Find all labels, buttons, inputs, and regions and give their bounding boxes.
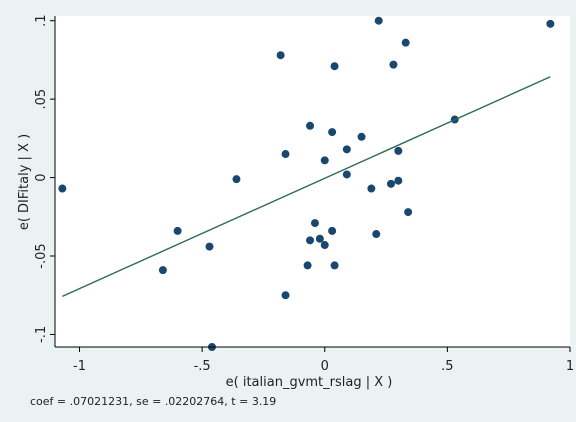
data-point-1 xyxy=(58,184,67,193)
data-point-11 xyxy=(306,121,315,130)
y-tick-label-2: -.05 xyxy=(34,243,49,268)
data-point-3 xyxy=(173,226,182,235)
y-ticks-layer: -.1 -.05 0 .05 .1 xyxy=(34,15,55,343)
data-point-17 xyxy=(328,128,337,137)
y-axis-title: e( DIFitaly | X ) xyxy=(17,134,32,230)
data-point-19 xyxy=(330,62,339,71)
x-tick-label-4: .5 xyxy=(441,359,453,374)
data-point-28 xyxy=(389,60,398,69)
data-point-27 xyxy=(386,179,395,188)
data-point-24 xyxy=(367,184,376,193)
data-point-21 xyxy=(342,145,351,154)
regression-note: coef = .07021231, se = .02202764, t = 3.… xyxy=(30,395,276,408)
y-tick-label-5: .1 xyxy=(34,15,49,27)
data-point-2 xyxy=(158,266,167,275)
y-tick-label-1: -.1 xyxy=(34,326,49,343)
data-point-26 xyxy=(374,16,383,25)
data-point-4 xyxy=(205,242,214,251)
data-point-15 xyxy=(320,156,329,165)
data-point-8 xyxy=(281,150,290,159)
data-point-30 xyxy=(394,176,403,185)
data-point-12 xyxy=(306,236,315,245)
data-point-6 xyxy=(232,175,241,184)
data-point-29 xyxy=(394,146,403,155)
plot-area xyxy=(55,16,570,347)
data-point-7 xyxy=(276,51,285,60)
y-tick-label-3: 0 xyxy=(34,173,49,181)
x-tick-label-2: -.5 xyxy=(194,359,211,374)
data-point-20 xyxy=(330,261,339,270)
data-point-16 xyxy=(320,241,329,250)
data-point-31 xyxy=(401,38,410,47)
x-axis-title: e( italian_gvmt_rslag | X ) xyxy=(226,375,393,390)
x-ticks-layer: -1 -.5 0 .5 1 xyxy=(73,347,574,374)
data-point-22 xyxy=(342,170,351,179)
data-point-9 xyxy=(281,291,290,300)
fit-line-layer xyxy=(62,76,551,297)
data-point-32 xyxy=(404,208,413,217)
x-tick-label-5: 1 xyxy=(566,359,574,374)
x-tick-label-3: 0 xyxy=(321,359,329,374)
x-tick-label-1: -1 xyxy=(73,359,86,374)
points-layer xyxy=(58,16,555,351)
data-point-10 xyxy=(303,261,312,270)
data-point-34 xyxy=(546,19,555,28)
data-point-14 xyxy=(315,234,324,243)
y-tick-label-4: .05 xyxy=(34,89,49,110)
data-point-23 xyxy=(357,132,366,141)
data-point-25 xyxy=(372,230,381,239)
fitted-regression-line xyxy=(62,76,551,297)
data-point-13 xyxy=(310,219,319,228)
data-point-18 xyxy=(328,226,337,235)
